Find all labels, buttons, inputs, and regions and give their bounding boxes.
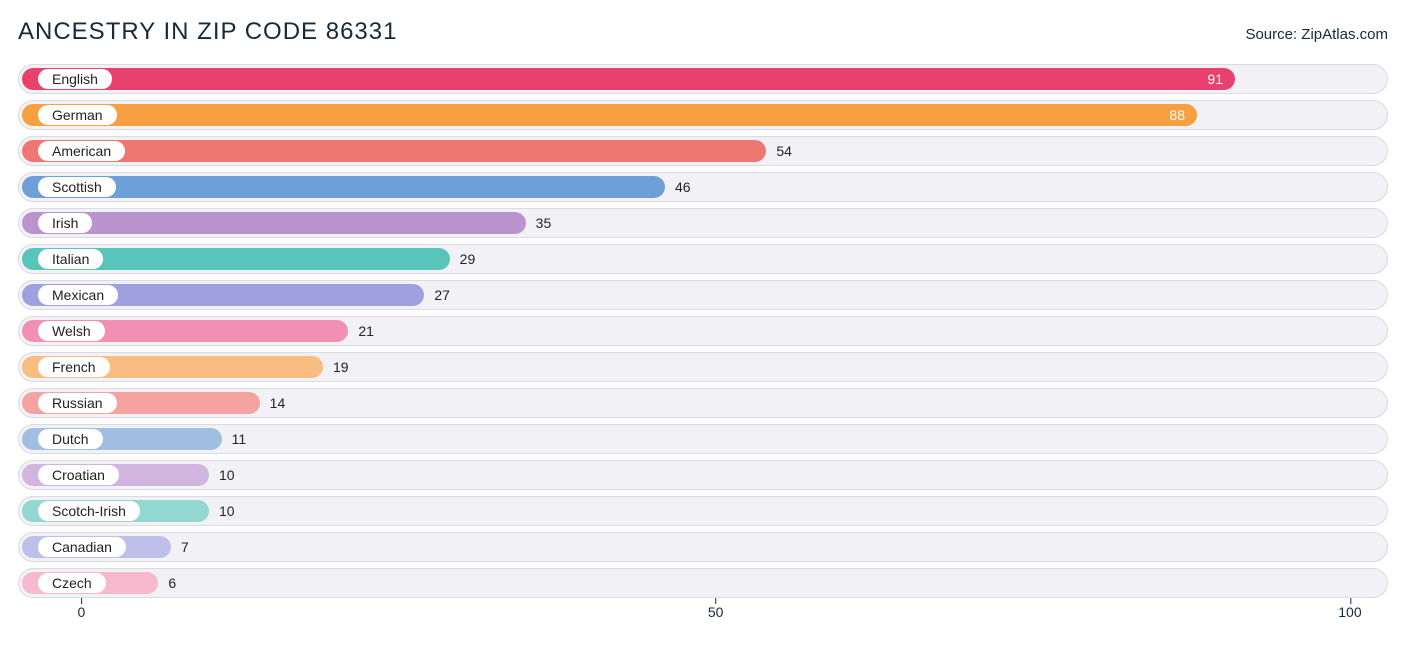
bar-track: 27 Mexican [18, 280, 1388, 310]
bar-label: German [38, 105, 117, 125]
bar-track: 10 Scotch-Irish [18, 496, 1388, 526]
bar-value: 11 [232, 431, 247, 447]
bar-label: Dutch [38, 429, 103, 449]
bar-fill: Scottish [22, 176, 665, 198]
bar-track: 91 English [18, 64, 1388, 94]
bar-value: 88 [1169, 107, 1185, 123]
chart-title: ANCESTRY IN ZIP CODE 86331 [18, 18, 397, 46]
bar-fill: Canadian [22, 536, 171, 558]
bar-label: Canadian [38, 537, 126, 557]
chart-area: 91 English 88 German 54 American 46 Scottish 35 I… [18, 64, 1388, 656]
x-axis: 0 50 100 [18, 600, 1388, 628]
bar-value: 19 [333, 359, 349, 375]
bar-track: 6 Czech [18, 568, 1388, 598]
chart-source: Source: ZipAtlas.com [1245, 26, 1388, 43]
bar-fill: American [22, 140, 766, 162]
bar-value: 27 [434, 287, 450, 303]
bar-fill: Scotch-Irish [22, 500, 209, 522]
bar-fill: French [22, 356, 323, 378]
bar-value: 29 [460, 251, 476, 267]
bar-track: 11 Dutch [18, 424, 1388, 454]
x-tick: 100 [1338, 604, 1361, 620]
bar-fill: Czech [22, 572, 158, 594]
bar-fill: Welsh [22, 320, 348, 342]
bar-track: 19 French [18, 352, 1388, 382]
bar-label: French [38, 357, 110, 377]
bar-value: 21 [358, 323, 374, 339]
bar-fill: 88 German [22, 104, 1197, 126]
bar-value: 10 [219, 467, 235, 483]
x-tick: 0 [78, 604, 86, 620]
bar-track: 29 Italian [18, 244, 1388, 274]
bar-label: Russian [38, 393, 117, 413]
bar-track: 7 Canadian [18, 532, 1388, 562]
bar-track: 21 Welsh [18, 316, 1388, 346]
chart-header: ANCESTRY IN ZIP CODE 86331 Source: ZipAt… [18, 18, 1388, 46]
bar-label: Czech [38, 573, 106, 593]
bar-track: 35 Irish [18, 208, 1388, 238]
bar-value: 10 [219, 503, 235, 519]
bar-label: American [38, 141, 125, 161]
bar-label: Croatian [38, 465, 119, 485]
bar-label: Irish [38, 213, 92, 233]
bar-value: 6 [168, 575, 176, 591]
bars-container: 91 English 88 German 54 American 46 Scottish 35 I… [18, 64, 1388, 598]
bar-value: 91 [1207, 71, 1223, 87]
x-tick: 50 [708, 604, 724, 620]
bar-fill: Irish [22, 212, 526, 234]
bar-label: Scotch-Irish [38, 501, 140, 521]
bar-fill: Dutch [22, 428, 222, 450]
bar-track: 54 American [18, 136, 1388, 166]
bar-label: English [38, 69, 112, 89]
bar-label: Italian [38, 249, 103, 269]
bar-track: 88 German [18, 100, 1388, 130]
bar-value: 7 [181, 539, 189, 555]
bar-fill: Italian [22, 248, 450, 270]
bar-label: Mexican [38, 285, 118, 305]
bar-track: 46 Scottish [18, 172, 1388, 202]
bar-value: 14 [270, 395, 286, 411]
bar-track: 14 Russian [18, 388, 1388, 418]
bar-fill: Mexican [22, 284, 424, 306]
bar-track: 10 Croatian [18, 460, 1388, 490]
bar-label: Scottish [38, 177, 116, 197]
bar-value: 46 [675, 179, 691, 195]
bar-label: Welsh [38, 321, 105, 341]
bar-fill: Russian [22, 392, 260, 414]
bar-fill: 91 English [22, 68, 1235, 90]
bar-value: 35 [536, 215, 552, 231]
bar-value: 54 [776, 143, 792, 159]
bar-fill: Croatian [22, 464, 209, 486]
